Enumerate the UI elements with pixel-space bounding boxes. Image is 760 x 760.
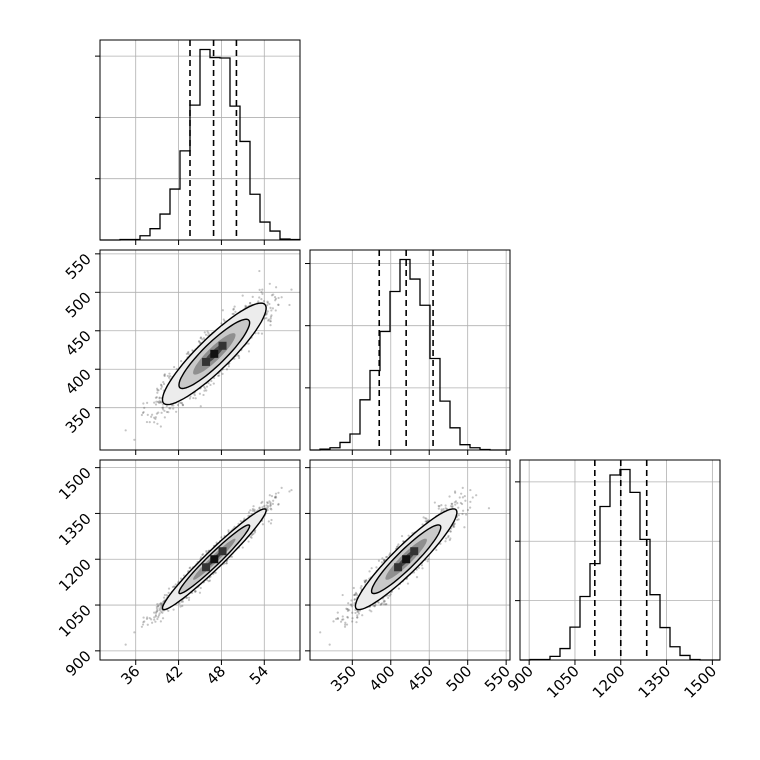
density-peak [202, 563, 211, 572]
x-tick-label: 900 [504, 662, 537, 695]
x-tick-label: 450 [404, 662, 437, 695]
density-peak [202, 357, 211, 366]
x-tick-label: 350 [327, 662, 360, 695]
histogram-panel-2 [515, 459, 721, 661]
histogram-step [100, 48, 301, 241]
y-tick-label: 1200 [55, 555, 95, 595]
histogram-panel-0 [95, 39, 301, 241]
density-peak [410, 547, 419, 556]
y-tick-label: 1500 [55, 464, 95, 504]
x-axis-1: 350 400 450 500 550 [327, 450, 514, 695]
y-tick-label: 450 [62, 327, 95, 360]
y-tick-label: 400 [62, 365, 95, 398]
x-axis-2: 900 1050 1200 1350 1500 [504, 660, 720, 702]
y-tick-label: 1350 [55, 510, 95, 550]
panel-frame [519, 459, 721, 661]
panel-frame [309, 249, 511, 451]
x-tick-label: 48 [203, 662, 229, 688]
y-axis-1: 350 400 450 500 550 [62, 250, 100, 437]
x-tick-label: 54 [246, 662, 272, 688]
panel-frame [99, 39, 301, 241]
x-tick-label: 36 [117, 662, 143, 688]
density-peak [210, 349, 219, 358]
panel-frame [99, 459, 301, 661]
histogram-panel-1 [305, 249, 511, 451]
y-tick-label: 500 [62, 288, 95, 321]
x-tick-label: 1500 [680, 662, 720, 702]
x-tick-label: 1050 [543, 662, 583, 702]
density-peak [210, 555, 219, 564]
y-tick-label: 350 [62, 404, 95, 437]
y-tick-label: 1050 [55, 601, 95, 641]
x-tick-label: 42 [160, 662, 186, 688]
x-tick-label: 1200 [589, 662, 629, 702]
x-tick-label: 500 [443, 662, 476, 695]
y-tick-label: 900 [62, 647, 95, 680]
x-tick-label: 400 [366, 662, 399, 695]
x-tick-label: 1350 [635, 662, 675, 702]
scatter-panel-2-0 [99, 459, 301, 661]
scatter-panel-1-0 [99, 249, 301, 451]
y-tick-label: 550 [62, 250, 95, 283]
density-peak [218, 341, 227, 350]
panel-frame [99, 249, 301, 451]
panel-frame [309, 459, 511, 661]
scatter-panel-2-1 [309, 459, 511, 661]
density-peak [394, 563, 403, 572]
density-peak [218, 547, 227, 556]
density-peak [402, 555, 411, 564]
histogram-step [310, 258, 510, 451]
